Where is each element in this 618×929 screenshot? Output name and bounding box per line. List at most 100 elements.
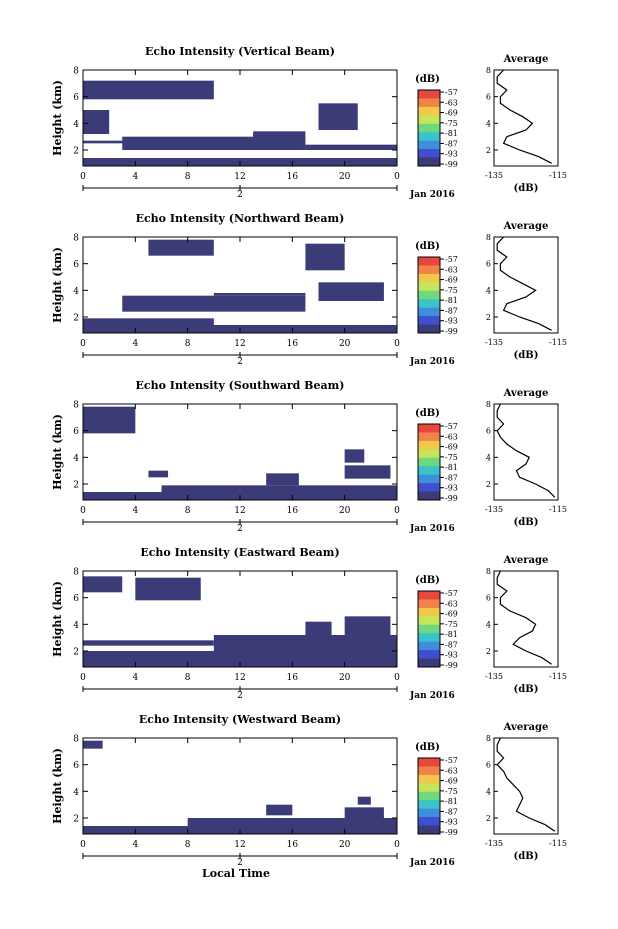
echo-block bbox=[344, 449, 365, 463]
y-axis-label: Height (km) bbox=[51, 247, 64, 323]
colorbar-frame bbox=[417, 89, 441, 167]
colorbar-swatch bbox=[418, 440, 440, 450]
colorbar-swatch bbox=[418, 115, 440, 125]
avg-y-tick-label: 6 bbox=[486, 427, 491, 436]
colorbar-tick-label: -57 bbox=[445, 422, 458, 431]
y-tick-label: 2 bbox=[73, 648, 79, 658]
x-tick-label: 0 bbox=[80, 172, 86, 182]
colorbar-tick-label: -93 bbox=[445, 150, 458, 159]
date-tick-label: 2 bbox=[237, 190, 243, 200]
colorbar-swatch bbox=[418, 257, 440, 266]
avg-y-tick-label: 4 bbox=[486, 119, 491, 128]
avg-y-tick-label: 6 bbox=[486, 260, 491, 269]
panel-1: Echo Intensity (Vertical Beam) 2 4 6 8 Height… bbox=[51, 45, 567, 200]
x-tick-label: 4 bbox=[132, 172, 138, 182]
panel-2: Echo Intensity (Northward Beam) 2 4 6 8 Heigh… bbox=[51, 212, 567, 367]
avg-x-tick-label: -135 bbox=[485, 839, 503, 848]
colorbar-tick-label: -57 bbox=[445, 255, 458, 264]
colorbar-tick-label: -75 bbox=[445, 119, 458, 128]
colorbar-swatch bbox=[418, 791, 440, 801]
echo-block bbox=[148, 470, 169, 478]
colorbar-tick-label: -93 bbox=[445, 818, 458, 827]
colorbar-label: (dB) bbox=[415, 74, 440, 85]
colorbar-tick-label: -81 bbox=[445, 296, 458, 305]
x-tick-label: 8 bbox=[185, 339, 191, 349]
x-tick-label: 4 bbox=[132, 840, 138, 850]
colorbar-swatch bbox=[418, 800, 440, 810]
colorbar-swatch bbox=[418, 149, 440, 159]
colorbar-tick-label: -87 bbox=[445, 640, 458, 649]
avg-frame bbox=[493, 403, 559, 501]
colorbar-tick-label: -87 bbox=[445, 306, 458, 315]
echo-block bbox=[305, 621, 332, 635]
colorbar-label: (dB) bbox=[415, 241, 440, 252]
date-tick-label: 2 bbox=[237, 691, 243, 701]
colorbar-tick-label: -99 bbox=[445, 661, 458, 670]
panel-3: Echo Intensity (Southward Beam) 2 4 6 8 Heigh… bbox=[51, 379, 567, 534]
x-tick-label: 8 bbox=[185, 506, 191, 516]
x-tick-label: 0 bbox=[394, 506, 400, 516]
avg-x-tick-label: -135 bbox=[485, 505, 503, 514]
colorbar-swatch bbox=[418, 650, 440, 660]
date-label: Jan 2016 bbox=[409, 357, 455, 367]
colorbar-swatch bbox=[418, 658, 440, 668]
avg-frame bbox=[493, 236, 559, 334]
colorbar-swatch bbox=[418, 491, 440, 501]
avg-x-tick-label: -115 bbox=[549, 171, 567, 180]
avg-x-tick-label: -115 bbox=[549, 672, 567, 681]
colorbar-tick-label: -87 bbox=[445, 807, 458, 816]
avg-y-tick-label: 8 bbox=[486, 66, 491, 75]
panel-5: Echo Intensity (Westward Beam) 2 4 6 8 Height… bbox=[51, 713, 567, 880]
y-tick-label: 4 bbox=[73, 621, 79, 631]
x-tick-label: 0 bbox=[394, 339, 400, 349]
x-tick-label: 20 bbox=[339, 172, 351, 182]
avg-title: Average bbox=[503, 722, 549, 733]
y-tick-label: 4 bbox=[73, 454, 79, 464]
x-tick-label: 8 bbox=[185, 840, 191, 850]
avg-profile-line bbox=[496, 403, 556, 498]
colorbar-swatch bbox=[418, 766, 440, 776]
avg-y-tick-label: 6 bbox=[486, 594, 491, 603]
y-tick-label: 6 bbox=[73, 594, 79, 604]
y-tick-label: 4 bbox=[73, 788, 79, 798]
panel-title: Echo Intensity (Southward Beam) bbox=[136, 379, 345, 392]
y-axis-label: Height (km) bbox=[51, 581, 64, 657]
avg-y-tick-label: 8 bbox=[486, 233, 491, 242]
echo-block bbox=[83, 740, 103, 749]
colorbar-swatch bbox=[418, 599, 440, 609]
colorbar-swatch bbox=[418, 624, 440, 634]
y-tick-label: 8 bbox=[73, 401, 79, 411]
echo-block bbox=[187, 818, 397, 826]
colorbar-tick-label: -81 bbox=[445, 463, 458, 472]
avg-y-tick-label: 4 bbox=[486, 787, 491, 796]
colorbar-swatch bbox=[418, 123, 440, 133]
echo-block bbox=[344, 465, 391, 479]
echo-block bbox=[213, 635, 397, 651]
avg-y-tick-label: 4 bbox=[486, 286, 491, 295]
avg-y-tick-label: 2 bbox=[486, 146, 491, 155]
colorbar-tick-label: -75 bbox=[445, 787, 458, 796]
x-tick-label: 16 bbox=[287, 506, 299, 516]
x-tick-label: 12 bbox=[234, 506, 245, 516]
avg-frame bbox=[493, 69, 559, 167]
avg-frame bbox=[493, 737, 559, 835]
x-tick-label: 12 bbox=[234, 339, 245, 349]
y-tick-label: 2 bbox=[73, 481, 79, 491]
y-tick-label: 2 bbox=[73, 314, 79, 324]
x-tick-label: 16 bbox=[287, 172, 299, 182]
avg-profile-line bbox=[496, 737, 556, 832]
y-tick-label: 6 bbox=[73, 260, 79, 270]
echo-block bbox=[305, 144, 397, 150]
colorbar-tick-label: -69 bbox=[445, 777, 458, 786]
date-label: Jan 2016 bbox=[409, 691, 455, 701]
colorbar-swatch bbox=[418, 132, 440, 142]
avg-x-tick-label: -135 bbox=[485, 171, 503, 180]
x-tick-label: 4 bbox=[132, 506, 138, 516]
colorbar-tick-label: -93 bbox=[445, 484, 458, 493]
colorbar-swatch bbox=[418, 817, 440, 827]
colorbar-swatch bbox=[418, 140, 440, 150]
echo-block bbox=[83, 651, 397, 659]
avg-y-tick-label: 6 bbox=[486, 761, 491, 770]
echo-block bbox=[344, 807, 384, 818]
colorbar-tick-label: -93 bbox=[445, 651, 458, 660]
